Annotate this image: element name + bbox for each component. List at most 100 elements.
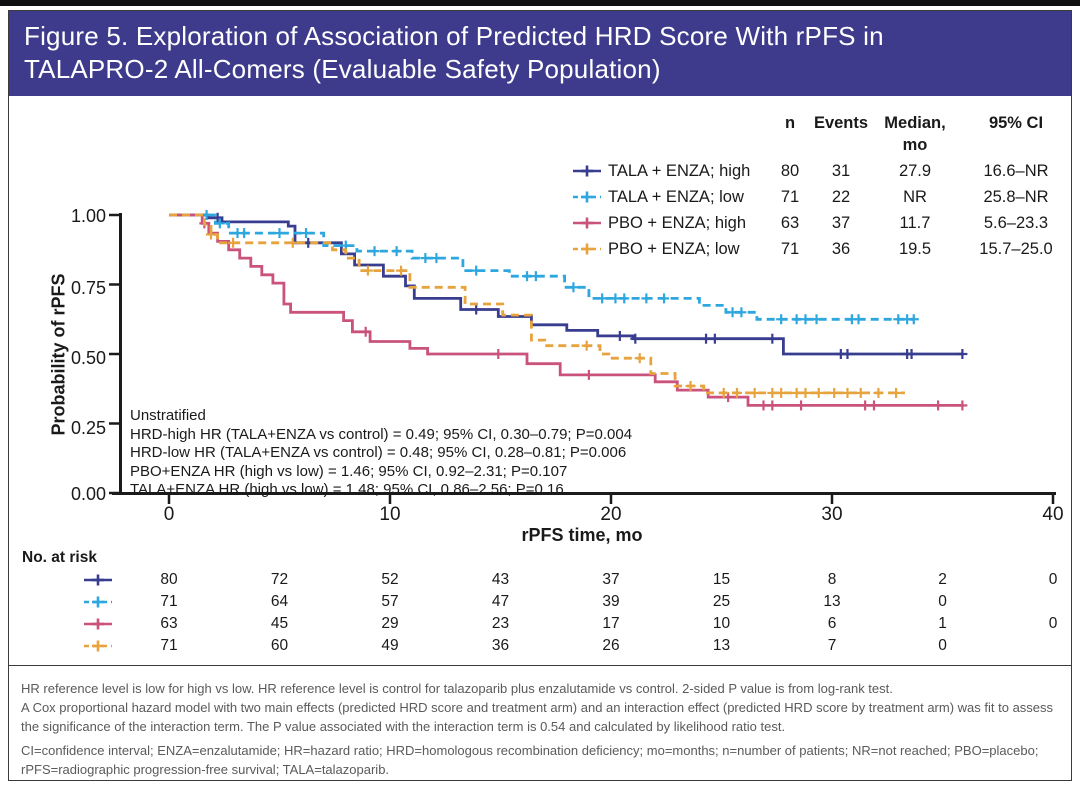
risk-count: 13 [823, 593, 841, 610]
x-tick-10: 10 [379, 504, 401, 525]
pbo-enza-high-line-icon [572, 216, 602, 235]
risk-count: 7 [827, 637, 837, 654]
legend-marker-tala-enza-low [572, 190, 602, 209]
footnote-cox-model: A Cox proportional hazard model with two… [21, 700, 1054, 734]
risk-count: 0 [938, 593, 947, 610]
footnote-abbreviations: CI=confidence interval; ENZA=enzalutamid… [21, 743, 1039, 777]
risk-count: 60 [270, 637, 289, 654]
legend-median-pbo-enza-high: 11.7 [899, 214, 931, 232]
risk-row-tala-enza-high: 80 72 52 43 37 15 8 2 0 [0, 571, 1080, 591]
risk-count: 25 [712, 593, 731, 610]
legend-n-tala-enza-low: 71 [780, 188, 800, 206]
figure-title-bar: Figure 5. Exploration of Association of … [9, 11, 1071, 96]
legend-header-events: Events [813, 114, 869, 132]
legend-n-tala-enza-high: 80 [780, 162, 800, 180]
annotation-tala-enza-hr: TALA+ENZA HR (high vs low) = 1.48; 95% C… [130, 481, 564, 498]
risk-count: 8 [827, 571, 837, 588]
risk-count: 80 [160, 571, 178, 588]
risk-count: 43 [491, 571, 510, 588]
legend-marker-tala-enza-high [572, 164, 602, 183]
figure-title-line1: Figure 5. Exploration of Association of … [24, 21, 884, 51]
legend-label-tala-enza-high: TALA + ENZA; high [608, 162, 751, 180]
pbo-enza-low-line-icon [572, 242, 602, 261]
legend-events-pbo-enza-high: 37 [831, 214, 851, 232]
top-edge-strip [0, 0, 1080, 6]
risk-count: 0 [938, 637, 947, 654]
risk-count: 71 [160, 593, 178, 610]
km-curve [169, 213, 905, 395]
risk-count: 0 [1048, 571, 1058, 588]
figure-title-line2: TALAPRO-2 All-Comers (Evaluable Safety P… [24, 54, 661, 84]
footnote-reference-levels: HR reference level is low for high vs lo… [21, 681, 893, 696]
risk-row-pbo-enza-low: 71 60 49 36 26 13 7 0 [0, 637, 1080, 657]
y-tick-1.00: 1.00 [70, 206, 106, 226]
legend-median-tala-enza-low: NR [903, 188, 927, 206]
risk-count: 52 [381, 571, 399, 588]
legend-median-pbo-enza-low: 19.5 [898, 240, 932, 258]
risk-count: 49 [381, 637, 399, 654]
risk-count: 47 [491, 593, 510, 610]
risk-count: 10 [712, 615, 731, 632]
risk-row-pbo-enza-high: 63 45 29 23 17 10 6 1 0 [0, 615, 1080, 635]
legend-label-tala-enza-low: TALA + ENZA; low [608, 188, 744, 206]
km-curve [169, 213, 963, 356]
y-tick-0.00: 0.00 [70, 484, 106, 504]
risk-count: 71 [160, 637, 178, 654]
no-at-risk-label: No. at risk [22, 549, 97, 566]
risk-count: 2 [938, 571, 947, 588]
legend-n-pbo-enza-high: 63 [780, 214, 800, 232]
legend-header-ci: 95% CI [988, 114, 1044, 132]
y-tick-0.25: 0.25 [70, 418, 106, 438]
annotation-hrd-high: HRD-high HR (TALA+ENZA vs control) = 0.4… [130, 425, 633, 443]
legend-ci-tala-enza-low: 25.8–NR [983, 188, 1049, 206]
risk-count: 63 [160, 615, 178, 632]
risk-count: 37 [602, 571, 620, 588]
legend-events-pbo-enza-low: 36 [831, 240, 851, 258]
legend-header-n: n [784, 114, 796, 132]
legend-marker-pbo-enza-low [572, 242, 602, 261]
risk-count: 45 [270, 615, 289, 632]
risk-count: 6 [827, 615, 837, 632]
risk-count: 72 [270, 571, 289, 588]
y-tick-0.75: 0.75 [70, 278, 106, 298]
pbo-enza-high-risk-marker-icon [83, 617, 113, 636]
risk-count: 13 [712, 637, 731, 654]
pbo-enza-low-risk-marker-icon [83, 639, 113, 658]
legend-marker-pbo-enza-high [572, 216, 602, 235]
annotation-pbo-enza-hr: PBO+ENZA HR (high vs low) = 1.46; 95% CI… [130, 462, 568, 480]
risk-count: 15 [712, 571, 731, 588]
footnotes-block: HR reference level is low for high vs lo… [21, 679, 1061, 779]
legend-ci-pbo-enza-high: 5.6–23.3 [983, 214, 1049, 232]
legend-label-pbo-enza-low: PBO + ENZA; low [608, 240, 740, 258]
x-tick-40: 40 [1042, 504, 1064, 525]
annotation-unstratified: Unstratified [130, 407, 206, 424]
risk-count: 0 [1048, 615, 1058, 632]
legend-ci-pbo-enza-low: 15.7–25.0 [979, 240, 1053, 258]
tala-enza-low-line-icon [572, 190, 602, 209]
x-axis-title: rPFS time, mo [521, 525, 643, 545]
annotation-hrd-low: HRD-low HR (TALA+ENZA vs control) = 0.48… [130, 444, 627, 461]
x-tick-0: 0 [163, 504, 175, 525]
legend-header-median-units: mo [902, 136, 928, 154]
x-tick-30: 30 [821, 504, 843, 525]
y-tick-0.50: 0.50 [70, 348, 106, 368]
legend-events-tala-enza-low: 22 [831, 188, 851, 206]
risk-count: 29 [381, 615, 399, 632]
risk-count: 64 [270, 593, 289, 610]
risk-row-tala-enza-low: 71 64 57 47 39 25 13 0 [0, 593, 1080, 613]
tala-enza-low-risk-marker-icon [83, 595, 113, 614]
legend-median-tala-enza-high: 27.9 [898, 162, 932, 180]
risk-count: 36 [491, 637, 510, 654]
x-tick-20: 20 [600, 504, 622, 525]
risk-count: 39 [602, 593, 620, 610]
risk-count: 1 [938, 615, 947, 632]
legend-header-median: Median, [884, 114, 946, 132]
y-axis-title: Probability of rPFS [48, 273, 69, 436]
risk-count: 23 [491, 615, 510, 632]
risk-count: 57 [381, 593, 399, 610]
legend-ci-tala-enza-high: 16.6–NR [983, 162, 1049, 180]
tala-enza-high-line-icon [572, 164, 602, 183]
figure-border-box [8, 10, 1072, 781]
